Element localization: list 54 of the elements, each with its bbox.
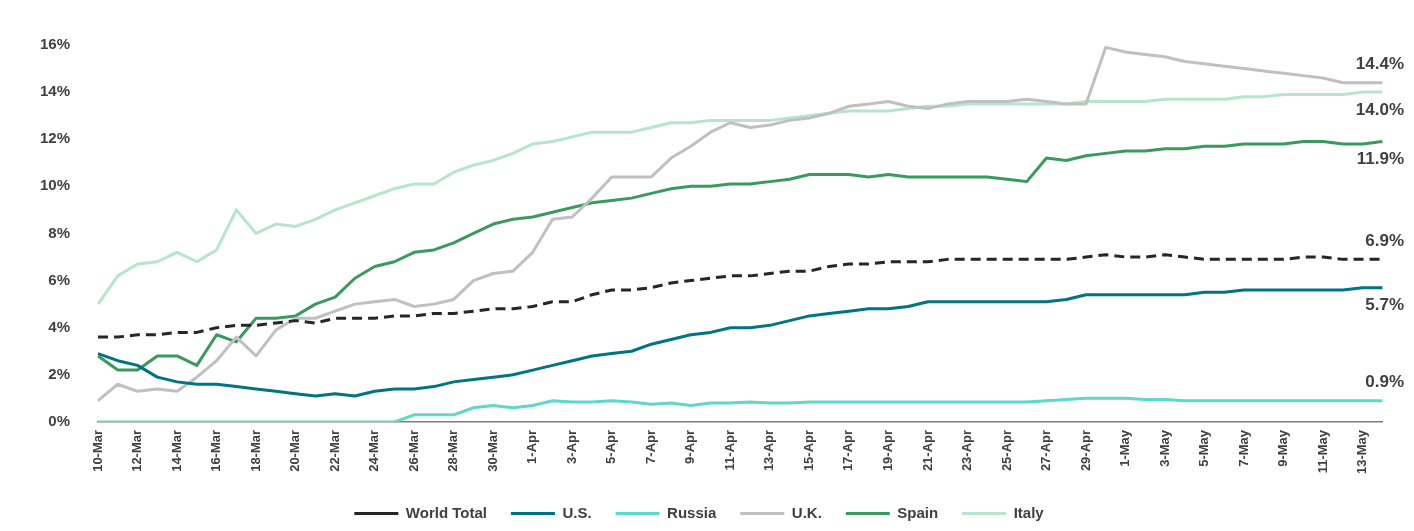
y-tick-label: 0% xyxy=(48,412,71,430)
x-tick-label: 13-May xyxy=(1354,429,1370,474)
x-tick-label: 5-May xyxy=(1196,429,1212,467)
y-tick-label: 16% xyxy=(39,35,71,53)
x-tick-label: 16-Mar xyxy=(208,429,224,472)
data-label: 5.7% xyxy=(1365,295,1404,315)
y-tick-label: 2% xyxy=(48,364,71,382)
x-tick-label: 3-Apr xyxy=(563,429,579,464)
x-tick-label: 23-Apr xyxy=(959,429,975,472)
legend-label: U.K. xyxy=(791,503,822,521)
y-tick-label: 12% xyxy=(39,129,71,147)
x-tick-label: 3-May xyxy=(1156,429,1172,467)
y-tick-label: 14% xyxy=(39,82,71,100)
x-tick-label: 15-Apr xyxy=(800,429,816,472)
x-tick-label: 10-Mar xyxy=(89,429,105,472)
x-tick-label: 30-Mar xyxy=(484,429,500,472)
x-tick-label: 1-May xyxy=(1117,429,1133,467)
data-label: 0.9% xyxy=(1365,372,1404,392)
x-tick-label: 13-Apr xyxy=(761,429,777,472)
x-tick-label: 29-Apr xyxy=(1077,429,1093,472)
x-tick-label: 19-Apr xyxy=(879,429,895,472)
x-tick-label: 12-Mar xyxy=(129,429,145,472)
x-tick-label: 5-Apr xyxy=(603,429,619,464)
y-tick-label: 6% xyxy=(48,270,71,288)
legend-label: U.S. xyxy=(562,503,592,521)
x-tick-label: 18-Mar xyxy=(247,429,263,472)
legend-label: Russia xyxy=(667,503,717,521)
x-tick-label: 20-Mar xyxy=(287,429,303,472)
x-tick-label: 25-Apr xyxy=(998,429,1014,472)
x-tick-label: 9-Apr xyxy=(682,429,698,464)
y-tick-label: 8% xyxy=(48,223,71,241)
x-tick-label: 14-Mar xyxy=(168,429,184,472)
legend-label: Spain xyxy=(897,503,939,521)
data-label: 6.9% xyxy=(1365,231,1404,251)
legend-label: World Total xyxy=(405,503,487,521)
x-tick-label: 22-Mar xyxy=(326,429,342,472)
y-tick-label: 4% xyxy=(48,317,71,335)
x-tick-label: 11-Apr xyxy=(721,429,737,471)
x-tick-label: 21-Apr xyxy=(919,429,935,472)
x-tick-label: 11-May xyxy=(1314,429,1330,474)
legend-label: Italy xyxy=(1013,503,1045,521)
data-label: 11.9% xyxy=(1356,149,1404,169)
x-tick-label: 9-May xyxy=(1275,429,1291,467)
x-tick-label: 28-Mar xyxy=(445,429,461,472)
x-tick-label: 27-Apr xyxy=(1038,429,1054,472)
x-tick-label: 26-Mar xyxy=(405,429,421,472)
x-tick-label: 24-Mar xyxy=(366,429,382,472)
x-tick-label: 1-Apr xyxy=(524,429,540,464)
data-label: 14.0% xyxy=(1355,99,1404,119)
x-tick-label: 17-Apr xyxy=(840,429,856,472)
x-tick-label: 7-Apr xyxy=(642,429,658,464)
x-tick-label: 7-May xyxy=(1235,429,1251,467)
data-label: 14.4% xyxy=(1355,54,1404,74)
y-tick-label: 10% xyxy=(39,176,71,194)
